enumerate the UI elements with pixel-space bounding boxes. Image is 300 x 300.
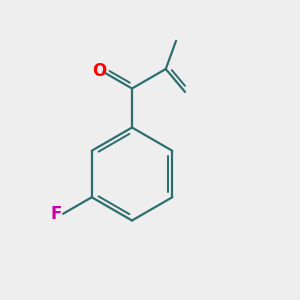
Text: O: O xyxy=(92,61,106,80)
Text: F: F xyxy=(51,205,62,223)
